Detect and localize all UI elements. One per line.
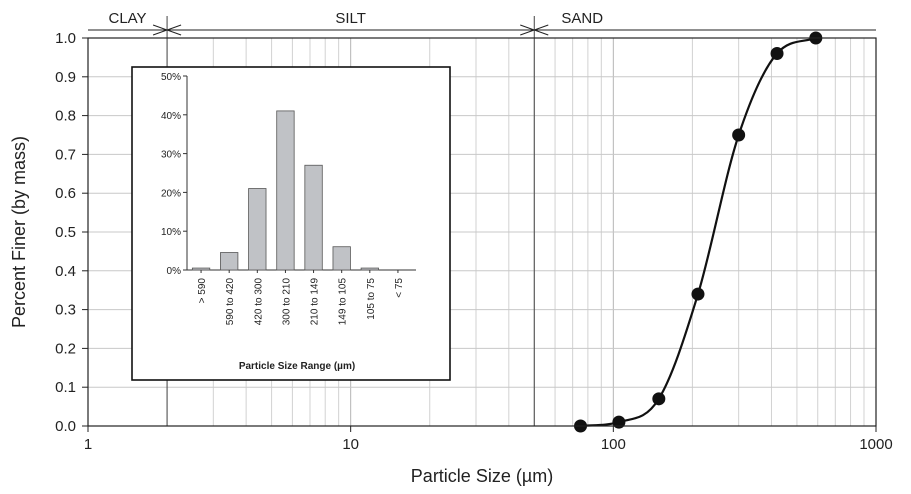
size-class-label: SILT (335, 10, 366, 27)
histogram-bar (304, 164, 323, 271)
data-point (691, 287, 705, 301)
y-tick-label: 0.3 (55, 302, 76, 319)
y-tick-label: 0.2 (55, 340, 76, 357)
x-tick-label: 100 (601, 436, 626, 453)
x-tick-label: 1 (84, 436, 92, 453)
inset-y-tick-label: 0% (167, 266, 182, 277)
y-tick-label: 0.1 (55, 379, 76, 396)
inset-y-tick-label: 30% (161, 150, 181, 161)
data-point (732, 128, 746, 142)
inset-category-label: 300 to 210 (281, 278, 292, 326)
x-tick-label: 10 (342, 436, 359, 453)
y-tick-label: 0.0 (55, 418, 76, 435)
inset-bars: > 590 590 to 420 420 to 300 300 to 210 210 t… (191, 110, 405, 326)
inset-x-axis-title: Particle Size Range (µm) (239, 361, 355, 372)
y-tick-label: 0.5 (55, 224, 76, 241)
inset-y-tick-label: 50% (161, 72, 181, 83)
inset-y-tick-label: 40% (161, 111, 181, 122)
inset-y-tick-label: 20% (161, 188, 181, 199)
data-point (770, 47, 784, 61)
inset-histogram: 0% 10% 20% 30% 40% 50% > 590 590 to 420 420 to … (131, 66, 451, 381)
histogram-bar (220, 252, 239, 271)
size-class-label: CLAY (108, 10, 146, 27)
y-tick-label: 0.8 (55, 108, 76, 125)
inset-category-label: 149 to 105 (338, 278, 349, 326)
x-tick-label: 1000 (859, 436, 892, 453)
inset-category-label: > 590 (197, 278, 208, 304)
inset-category-label: 420 to 300 (253, 278, 264, 326)
inset-category-label: 105 to 75 (366, 278, 377, 320)
histogram-bar (276, 110, 295, 271)
inset-y-tick-label: 10% (161, 227, 181, 238)
size-class-arrow (520, 24, 549, 36)
y-tick-label: 1.0 (55, 30, 76, 47)
histogram-bar (248, 188, 267, 271)
y-tick-label: 0.9 (55, 69, 76, 86)
inset-category-label: 210 to 149 (310, 278, 321, 326)
size-class-label: SAND (561, 10, 603, 27)
inset-category-label: < 75 (394, 278, 405, 298)
main-axes: 0.0 0.1 0.2 0.3 0.4 0.5 0.6 0.7 0.8 0.9 1.0 1 10 100 1… (55, 30, 893, 453)
histogram-bar (360, 267, 379, 271)
y-tick-label: 0.6 (55, 185, 76, 202)
size-class-arrow (152, 24, 182, 36)
y-axis-title: Percent Finer (by mass) (9, 136, 29, 328)
data-point (612, 415, 626, 429)
histogram-bar (191, 267, 211, 271)
y-tick-label: 0.4 (55, 263, 76, 280)
histogram-bar (332, 246, 351, 271)
data-point (652, 392, 666, 406)
inset-category-label: 590 to 420 (225, 278, 236, 326)
y-tick-label: 0.7 (55, 146, 76, 163)
x-axis-title: Particle Size (µm) (411, 466, 553, 486)
